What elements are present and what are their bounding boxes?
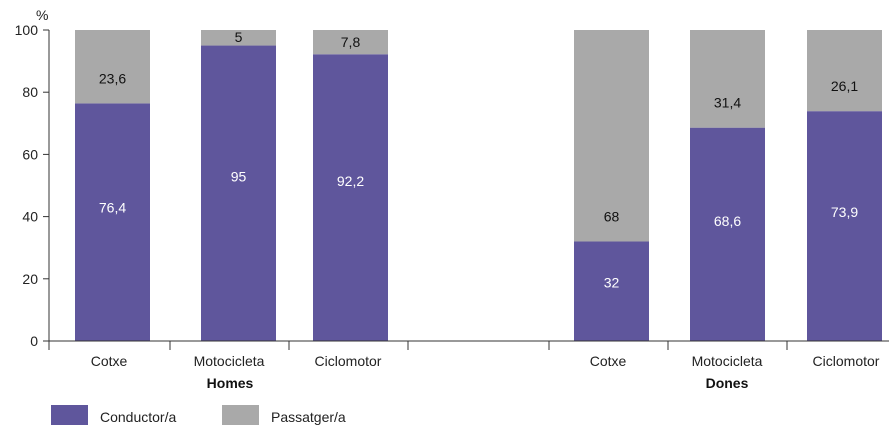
x-category-label: Motocicleta: [194, 353, 265, 369]
bar-homes-cotxe-passatger-a: [75, 30, 150, 104]
data-label: 68,6: [714, 213, 741, 229]
legend-swatch: [51, 405, 88, 425]
x-category-label: Cotxe: [590, 353, 627, 369]
x-category-label: Motocicleta: [692, 353, 763, 369]
y-tick-label: 100: [15, 22, 39, 38]
bar-dones-cotxe-conductor-a: [574, 241, 649, 341]
legend-label: Passatger/a: [271, 409, 346, 425]
bar-dones-motocicleta-conductor-a: [690, 127, 765, 342]
data-label: 68: [604, 208, 620, 224]
y-tick-label: 60: [22, 146, 38, 162]
bar-homes-ciclomotor-conductor-a: [313, 54, 388, 342]
legend-label: Conductor/a: [100, 409, 176, 425]
bar-dones-cotxe-passatger-a: [574, 30, 649, 242]
data-label: 31,4: [714, 95, 741, 111]
bar-homes-motocicleta-conductor-a: [201, 45, 276, 342]
bar-homes-motocicleta-passatger-a: [201, 30, 276, 46]
y-axis-unit: %: [36, 7, 48, 23]
data-label: 76,4: [99, 200, 126, 216]
y-tick-label: 20: [22, 271, 38, 287]
x-group-label: Homes: [207, 375, 254, 391]
x-axis: Cotxe Motocicleta Ciclomotor Homes Cotxe Moto…: [43, 340, 889, 391]
bar-dones-motocicleta-passatger-a: [690, 30, 765, 128]
data-label: 95: [231, 168, 247, 184]
bar-homes-cotxe-conductor-a: [75, 103, 150, 341]
data-label: 92,2: [337, 173, 364, 189]
x-group-label: Dones: [706, 375, 749, 391]
data-label: 23,6: [99, 70, 126, 86]
y-tick-label: 40: [22, 209, 38, 225]
data-label: 26,1: [831, 78, 858, 94]
x-category-label: Ciclomotor: [813, 353, 880, 369]
bar-homes-ciclomotor-passatger-a: [313, 30, 388, 55]
y-tick-label: 80: [22, 84, 38, 100]
y-tick-label: 0: [30, 333, 38, 349]
data-label: 7,8: [341, 34, 361, 50]
y-axis-ticks: 0 20 40 60 80 100: [15, 22, 50, 349]
data-label: 5: [235, 29, 243, 45]
legend-swatch: [222, 405, 259, 425]
data-label: 32: [604, 274, 620, 290]
bar-dones-ciclomotor-passatger-a: [807, 30, 882, 112]
data-label: 73,9: [831, 204, 858, 220]
x-category-label: Cotxe: [91, 353, 128, 369]
x-category-label: Ciclomotor: [315, 353, 382, 369]
bars: 76,4 23,6 95 5 92,2 7,8 32 68 68,6 31,4 73,9 26,1: [75, 29, 882, 342]
bar-dones-ciclomotor-conductor-a: [807, 111, 882, 342]
legend: Conductor/a Passatger/a: [51, 405, 346, 425]
